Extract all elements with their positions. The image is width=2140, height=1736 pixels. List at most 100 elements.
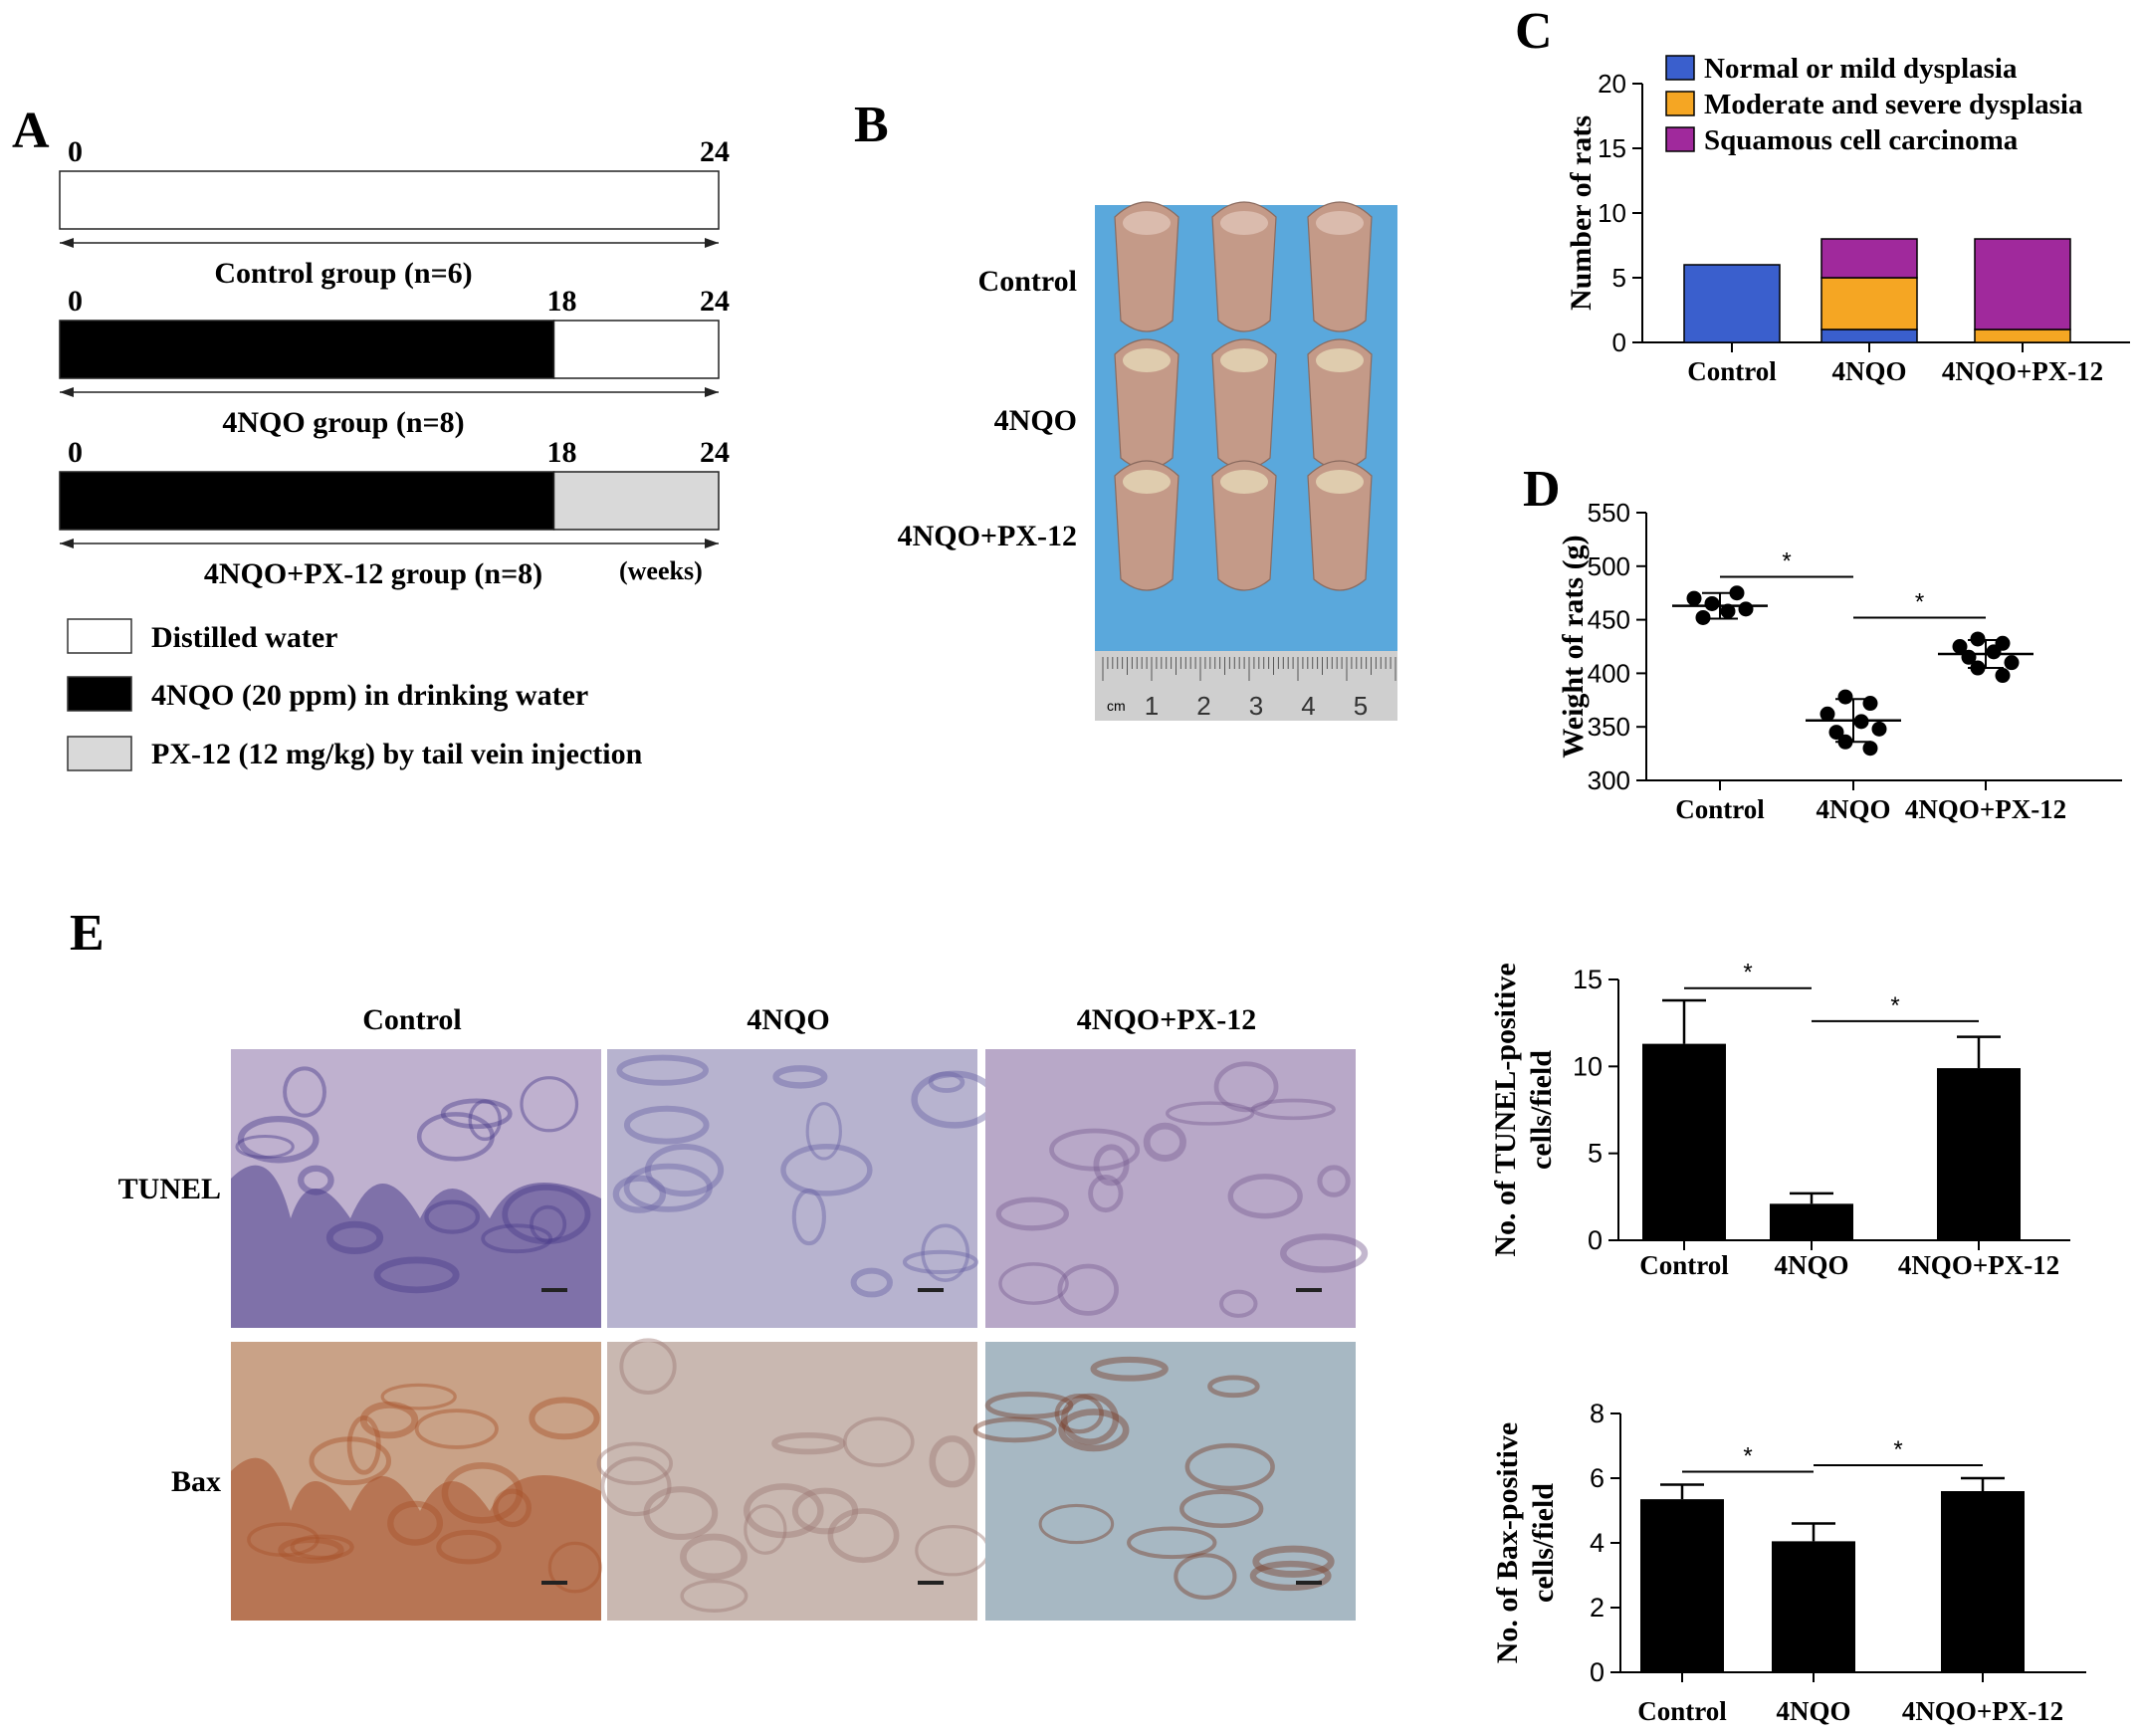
timeline-arrowhead-right-control-group-n-6 — [705, 238, 719, 248]
micrograph-bax-4nqo-px-12-texture-11 — [1184, 1442, 1275, 1491]
chart-d-sig-label-2: * — [1915, 588, 1924, 615]
chart-e1-x-tick-4nqo: 4NQO — [1774, 1250, 1848, 1280]
micrograph-bax-4nqo-texture-6 — [827, 1508, 900, 1564]
panel-c-letter: C — [1515, 3, 1553, 60]
chart-e1-sig-label-1: * — [1743, 960, 1752, 986]
micrograph-tunel-4nqo-px-12-texture-10 — [1213, 1061, 1279, 1113]
chart-e1-y-label-1: No. of TUNEL-positive — [1489, 963, 1522, 1256]
chart-d-point-4nqo-5 — [1828, 725, 1844, 741]
chart-d-sig-label-1: * — [1782, 548, 1791, 575]
specimen-lesion-r2-c2 — [1220, 348, 1268, 372]
micrograph-tunel-4nqo-texture-2 — [623, 1163, 713, 1212]
timeline-tick-control-group-n-6-24: 24 — [700, 135, 730, 168]
timeline-legend: Distilled water 4NQO (20 ppm) in drinkin… — [67, 618, 643, 771]
chart-c-y-tick-15: 15 — [1598, 133, 1626, 163]
timeline-bar-4nqo-group-n-8-18-24 — [552, 320, 720, 379]
legend-label-4nqo: 4NQO (20 ppm) in drinking water — [151, 679, 588, 712]
specimen-lesion-r1-c2 — [1220, 211, 1268, 235]
micrograph-tunel-control-texture-5 — [520, 1076, 579, 1133]
photo-row-label-4nqo-px12: 4NQO+PX-12 — [898, 520, 1077, 552]
micrograph-bax-4nqo-px-12-texture-7 — [1058, 1409, 1130, 1452]
micrograph-bax-4nqo-texture-10 — [680, 1579, 749, 1613]
micrograph-bax-4nqo-texture-12 — [596, 1441, 673, 1485]
ruler-number-5: 5 — [1354, 691, 1368, 721]
specimen-lesion-r2-c3 — [1316, 348, 1364, 372]
chart-e2-y-tick-4: 4 — [1590, 1528, 1605, 1558]
chart-e2-x-tick-4nqo-px-12: 4NQO+PX-12 — [1902, 1696, 2063, 1726]
chart-e2-y-tick-6: 6 — [1590, 1463, 1605, 1493]
chart-d-point-4nqo-px-12-3 — [1952, 639, 1968, 654]
chart-c-legend-swatch-moderate-and-severe-dysplasia — [1665, 91, 1695, 116]
chart-e1-x-tick-4nqo-px-12: 4NQO+PX-12 — [1898, 1250, 2059, 1280]
tongue-specimen-r1-c1 — [1114, 201, 1179, 332]
chart-e2-y-label-1: No. of Bax-positive — [1491, 1422, 1524, 1664]
chart-c-legend-swatch-normal-or-mild-dysplasia — [1665, 55, 1695, 81]
micrograph-tunel-4nqo-texture-10 — [921, 1223, 970, 1282]
micrograph-tunel-4nqo-texture-12 — [612, 1175, 667, 1213]
panel-d-letter: D — [1523, 461, 1561, 518]
micrograph-tunel-4nqo-px-12-texture-12 — [1049, 1128, 1141, 1172]
micrograph-bax-4nqo-texture-14 — [743, 1483, 824, 1539]
micrograph-tunel-4nqo-px-12-texture-2 — [998, 1262, 1069, 1305]
micrograph-bax-4nqo-px-12-texture-12 — [1060, 1393, 1120, 1445]
chart-e2-x-tick-4nqo: 4NQO — [1776, 1696, 1850, 1726]
chart-d-point-4nqo-6 — [1871, 721, 1887, 737]
chart-c-y-label: Number of rats — [1565, 115, 1598, 311]
micrograph-tunel-4nqo-px-12-scale-bar — [1296, 1288, 1322, 1292]
chart-d-y-tick-500: 500 — [1588, 551, 1630, 581]
chart-c-bar-4nqo-px-12-moderate-and-severe-dysplasia — [1974, 328, 2071, 343]
chart-e1-y-label-2: cells/field — [1525, 1050, 1558, 1170]
timeline-arrowhead-left-4nqo-group-n-8 — [60, 387, 74, 397]
micrograph-tunel-control-texture-13 — [468, 1099, 502, 1142]
micrograph-bax-control-epithelium — [231, 1457, 601, 1621]
timeline-arrowhead-left-4nqo-px-12-group-n-8 — [60, 539, 74, 548]
timeline-arrowhead-right-4nqo-px-12-group-n-8 — [705, 539, 719, 548]
timeline-groups: 0 24 Control group (n=6) 0 18 24 4NQO group (n… — [59, 135, 730, 590]
micrograph-tunel-4nqo-texture-4 — [772, 1065, 828, 1089]
chart-c-bar-4nqo-normal-or-mild-dysplasia — [1820, 328, 1918, 343]
micrograph-tunel-4nqo-texture-1 — [791, 1188, 826, 1246]
micrograph-bax-4nqo-px-12-texture-2 — [1054, 1394, 1104, 1434]
tongue-specimen-r1-c2 — [1211, 201, 1277, 332]
specimen-lesion-r2-c1 — [1123, 348, 1171, 372]
legend-label-distilled-water: Distilled water — [151, 621, 337, 654]
micrograph-bax-control-texture-14 — [346, 1415, 381, 1475]
micrograph-bax-4nqo-texture-4 — [619, 1338, 677, 1396]
timeline-tick-4nqo-group-n-8-0: 0 — [68, 285, 83, 318]
ruler-number-2: 2 — [1196, 691, 1210, 721]
chart-e2-bar-control — [1640, 1499, 1724, 1672]
chart-c-legend-label-normal-or-mild-dysplasia: Normal or mild dysplasia — [1704, 53, 2018, 85]
micrograph-row-label-bax: Bax — [171, 1465, 221, 1498]
chart-e1-y-tick-5: 5 — [1588, 1139, 1603, 1169]
micrograph-tunel-4nqo-texture-9 — [616, 1054, 709, 1086]
photo-row-label-control: Control — [978, 265, 1077, 298]
chart-c-y-tick-20: 20 — [1598, 69, 1626, 99]
chart-e1-x-tick-control: Control — [1639, 1250, 1729, 1280]
micrograph-bax-4nqo-texture-8 — [842, 1416, 915, 1467]
chart-e2-y-tick-0: 0 — [1590, 1657, 1605, 1687]
chart-e1-y-tick-0: 0 — [1588, 1225, 1603, 1255]
micrograph-tunel-4nqo-px-12-texture-9 — [1093, 1144, 1130, 1187]
chart-d-point-4nqo-px-12-1 — [1970, 631, 1986, 647]
chart-d-point-4nqo-px-12-8 — [1995, 668, 2011, 684]
micrograph-bax-4nqo-texture-7 — [929, 1435, 975, 1488]
timeline-tick-4nqo-px-12-group-n-8-18: 18 — [547, 436, 577, 469]
specimen-lesion-r3-c2 — [1220, 470, 1268, 494]
micrograph-tunel-4nqo-px-12-texture-11 — [1088, 1174, 1124, 1213]
chart-e1-y-tick-10: 10 — [1573, 1051, 1603, 1081]
chart-e-bax: 0 2 4 6 8 No. of Bax-positive cells/field Contr… — [1491, 1399, 2086, 1726]
panel-a-letter: A — [12, 103, 50, 159]
chart-d: 300 350 400 450 500 550 Weight of rats (g) Cont… — [1557, 498, 2122, 824]
micrograph-bax-4nqo-px-12-texture-9 — [1090, 1356, 1169, 1382]
micrograph-bax-4nqo-px-12-texture-6 — [1038, 1503, 1115, 1545]
micrograph-row-label-tunel: TUNEL — [118, 1173, 221, 1205]
chart-c-legend-label-squamous-cell-carcinoma: Squamous cell carcinoma — [1704, 124, 2019, 156]
chart-c-bar-4nqo-px-12-squamous-cell-carcinoma — [1974, 238, 2071, 330]
micrograph-bax-4nqo-px-12-texture-4 — [1127, 1526, 1217, 1560]
micrograph-bax-4nqo-px-12-texture-8 — [1249, 1560, 1332, 1592]
chart-c-legend-swatch-squamous-cell-carcinoma — [1665, 126, 1695, 152]
micrograph-tunel-4nqo-px-12-texture-13 — [1143, 1122, 1186, 1162]
chart-d-point-control-5 — [1695, 609, 1711, 625]
timeline-tick-4nqo-group-n-8-18: 18 — [547, 285, 577, 318]
ruler-unit: cm — [1107, 698, 1126, 714]
